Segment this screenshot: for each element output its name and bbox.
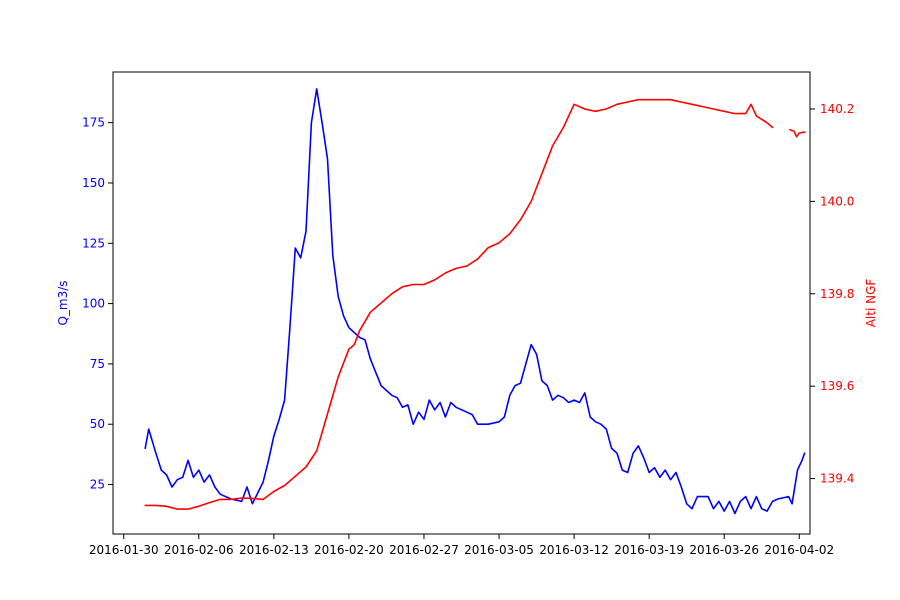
x-tick-label: 2016-01-30	[89, 543, 159, 557]
x-tick-label: 2016-03-12	[539, 543, 609, 557]
y-left-axis: 25 50 75 100 125 150 175	[82, 116, 113, 492]
y-left-tick-label: 100	[82, 297, 105, 311]
x-tick-label: 2016-02-13	[239, 543, 309, 557]
x-tick-label: 2016-02-20	[314, 543, 384, 557]
x-tick-label: 2016-03-26	[689, 543, 759, 557]
y-left-tick-label: 150	[82, 176, 105, 190]
discharge-series-line	[144, 88, 806, 515]
x-tick-label: 2016-03-19	[614, 543, 684, 557]
y-left-tick-label: 125	[82, 236, 105, 250]
y-right-axis: 139.4 139.6 139.8 140.0 140.2	[810, 102, 854, 486]
x-tick-label: 2016-03-05	[464, 543, 534, 557]
y-right-tick-label: 139.4	[820, 472, 854, 486]
y-left-tick-label: 175	[82, 116, 105, 130]
series-layer	[144, 88, 806, 515]
y-left-tick-label: 50	[90, 417, 105, 431]
y-right-tick-label: 139.8	[820, 287, 854, 301]
x-axis: 2016-01-30 2016-02-06 2016-02-13 2016-02-20…	[89, 534, 834, 557]
y-left-tick-label: 75	[90, 357, 105, 371]
y-left-tick-label: 25	[90, 478, 105, 492]
y-left-axis-label: Q_m3/s	[56, 280, 70, 325]
y-right-tick-label: 140.2	[820, 102, 854, 116]
y-right-tick-label: 140.0	[820, 194, 854, 208]
x-tick-label: 2016-02-27	[389, 543, 459, 557]
x-tick-label: 2016-04-02	[764, 543, 834, 557]
y-right-axis-label: Alti NGF	[864, 279, 878, 328]
alti-ngf-series-line	[144, 98, 774, 510]
x-tick-label: 2016-02-06	[164, 543, 234, 557]
alti-ngf-series-line	[789, 129, 806, 138]
plot-frame	[112, 71, 811, 535]
y-right-tick-label: 139.6	[820, 379, 854, 393]
